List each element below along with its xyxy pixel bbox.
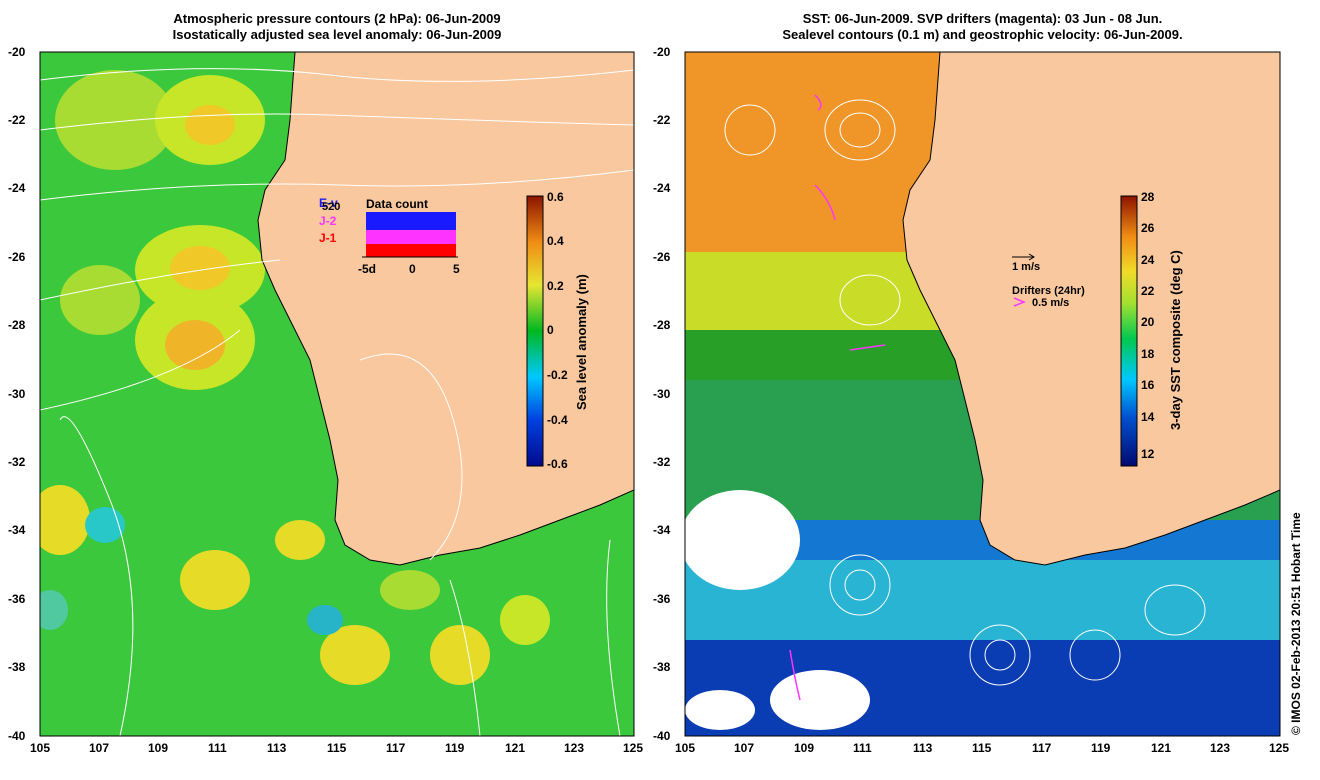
right-colorbar-tick: 18	[1141, 347, 1155, 361]
left-colorbar-label: Sea level anomaly (m)	[574, 274, 589, 410]
right-colorbar-tick: 16	[1141, 378, 1155, 392]
left-x-tick: 107	[89, 741, 110, 755]
right-x-tick: 113	[913, 741, 933, 755]
right-y-tick: -30	[653, 387, 671, 401]
right-y-tick: -22	[653, 113, 671, 127]
right-x-tick: 119	[1091, 741, 1111, 755]
left-x-tick: 111	[208, 741, 227, 755]
left-y-tick: -30	[8, 387, 26, 401]
left-y-tick: -34	[8, 523, 26, 537]
right-colorbar-tick: 12	[1141, 447, 1155, 461]
right-y-tick: -34	[653, 523, 671, 537]
data-count-legend-jason1: J-1	[319, 231, 337, 245]
left-colorbar-tick: 0.2	[547, 279, 564, 293]
data-count-max: 520	[322, 201, 341, 213]
left-y-tick: -38	[8, 660, 26, 674]
left-x-tick: 105	[30, 741, 51, 755]
right-x-tick: 115	[972, 741, 992, 755]
data-count-legend-jason2: J-2	[319, 214, 337, 228]
left-x-tick: 121	[505, 741, 526, 755]
left-y-tick: -40	[8, 729, 26, 743]
left-y-tick: -26	[8, 250, 26, 264]
left-colorbar	[526, 195, 544, 467]
left-title-line2: Isostatically adjusted sea level anomaly…	[172, 27, 502, 42]
data-count-x-label: -5d	[358, 262, 376, 276]
left-y-tick: -28	[8, 318, 26, 332]
drifter-speed-label: 0.5 m/s	[1032, 297, 1070, 309]
left-x-tick: 119	[445, 741, 465, 755]
right-y-tick: -28	[653, 318, 671, 332]
right-x-tick: 107	[734, 741, 755, 755]
left-y-tick: -22	[8, 113, 26, 127]
data-count-chart	[362, 212, 458, 258]
left-colorbar-tick: -0.4	[547, 413, 568, 427]
left-x-tick: 113	[267, 741, 287, 755]
left-colorbar-tick: -0.2	[547, 368, 568, 382]
left-y-tick: -24	[8, 181, 26, 195]
right-x-tick: 111	[853, 741, 872, 755]
right-y-tick: -24	[653, 181, 671, 195]
credit-text: © IMOS 02-Feb-2013 20:51 Hobart Time	[1289, 512, 1303, 735]
data-count-x-label: 0	[409, 262, 416, 276]
velocity-scale-arrow	[1012, 253, 1035, 261]
right-x-tick: 105	[675, 741, 696, 755]
right-colorbar	[1120, 195, 1138, 467]
drifter-marker-icon	[1013, 297, 1027, 307]
right-y-tick: -20	[653, 45, 671, 59]
left-colorbar-tick: -0.6	[547, 457, 568, 471]
right-y-tick: -40	[653, 729, 671, 743]
right-colorbar-tick: 20	[1141, 315, 1155, 329]
right-y-tick: -36	[653, 592, 671, 606]
left-x-tick: 115	[327, 741, 347, 755]
right-y-tick: -38	[653, 660, 671, 674]
left-x-tick: 117	[386, 741, 406, 755]
right-x-tick: 121	[1151, 741, 1172, 755]
left-x-tick: 125	[623, 741, 644, 755]
right-x-tick: 125	[1269, 741, 1290, 755]
right-colorbar-tick: 26	[1141, 221, 1155, 235]
right-colorbar-tick: 14	[1141, 410, 1155, 424]
data-count-x-label: 5	[453, 262, 460, 276]
left-y-tick: -32	[8, 455, 26, 469]
right-x-tick: 123	[1210, 741, 1231, 755]
left-colorbar-tick: 0.4	[547, 234, 564, 248]
left-y-tick: -20	[8, 45, 26, 59]
right-colorbar-label: 3-day SST composite (deg C)	[1168, 250, 1183, 430]
left-title-line1: Atmospheric pressure contours (2 hPa): 0…	[173, 11, 501, 26]
left-x-tick: 123	[564, 741, 585, 755]
data-count-legend-envisat: E-v	[319, 196, 338, 210]
velocity-scale-label: 1 m/s	[1012, 261, 1041, 273]
right-x-tick: 117	[1032, 741, 1052, 755]
left-x-tick: 109	[148, 741, 169, 755]
right-y-tick: -26	[653, 250, 671, 264]
right-colorbar-tick: 22	[1141, 284, 1155, 298]
right-title-line1: SST: 06-Jun-2009. SVP drifters (magenta)…	[802, 11, 1163, 26]
right-y-tick: -32	[653, 455, 671, 469]
right-colorbar-tick: 24	[1141, 253, 1155, 267]
right-title-line2: Sealevel contours (0.1 m) and geostrophi…	[782, 27, 1183, 42]
left-colorbar-tick: 0.6	[547, 190, 564, 204]
right-x-tick: 109	[794, 741, 815, 755]
data-count-title: Data count	[366, 197, 429, 211]
drifter-legend-title: Drifters (24hr)	[1012, 285, 1085, 297]
left-y-tick: -36	[8, 592, 26, 606]
right-colorbar-tick: 28	[1141, 190, 1155, 204]
left-colorbar-tick: 0	[547, 323, 554, 337]
